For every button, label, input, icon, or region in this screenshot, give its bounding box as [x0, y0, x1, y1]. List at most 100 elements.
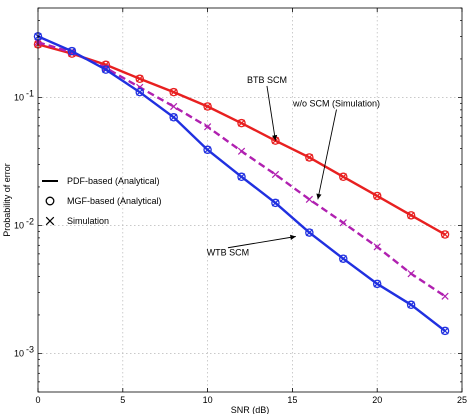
cross-stroke [441, 230, 449, 239]
series-2 [33, 32, 450, 336]
cross-marker [136, 88, 144, 96]
cross-marker [203, 102, 212, 111]
cross-stroke [102, 66, 110, 74]
cross-marker [68, 47, 76, 55]
series-1 [34, 38, 449, 300]
annotation-label: w/o SCM (Simulation) [292, 99, 380, 109]
series-line [37, 41, 446, 298]
y-tick-label: 10 [14, 348, 24, 358]
circle-marker [169, 113, 178, 122]
cross-marker [305, 153, 313, 162]
circle-marker [406, 300, 416, 310]
cross-stroke [203, 146, 212, 154]
legend-label: PDF-based (Analytical) [67, 176, 160, 186]
x-axis-label: SNR (dB) [231, 405, 270, 414]
cross-marker [136, 75, 144, 83]
cross-stroke [373, 280, 381, 288]
x-tick-label: 10 [203, 395, 213, 405]
cross-marker [102, 66, 110, 74]
cross-stroke [339, 173, 347, 181]
arrow-head [316, 193, 322, 200]
cross-stroke [237, 119, 246, 127]
circle-marker [406, 211, 416, 220]
cross-marker [305, 228, 313, 237]
cross-marker [407, 301, 415, 309]
arrow-head [272, 134, 278, 141]
cross-marker [170, 88, 178, 96]
legend-item: MGF-based (Analytical) [45, 196, 162, 206]
cross-stroke [271, 199, 280, 207]
cross-marker [373, 243, 381, 251]
y-tick-exponent: -1 [26, 88, 34, 98]
cross-stroke [339, 255, 347, 263]
cross-stroke [203, 102, 212, 111]
circle-marker [203, 102, 212, 111]
cross-stroke [170, 88, 178, 96]
cross-marker [373, 192, 381, 200]
cross-marker [407, 211, 415, 219]
circle-marker [67, 46, 77, 56]
cross-marker [271, 170, 280, 179]
legend-label: MGF-based (Analytical) [67, 196, 162, 206]
circle-marker [440, 230, 450, 239]
circle-marker [169, 87, 178, 97]
legend: PDF-based (Analytical) MGF-based (Analyti… [42, 176, 162, 226]
cross-marker [237, 147, 246, 155]
cross-marker [339, 255, 347, 263]
annotations: BTB SCM w/o SCM (Simulation) WTB SCM [207, 75, 380, 258]
circle-marker [203, 145, 212, 155]
circle-marker [440, 326, 450, 336]
circle-marker [45, 196, 55, 206]
annotation-label: BTB SCM [247, 75, 287, 85]
cross-stroke [203, 123, 212, 131]
cross-marker [45, 216, 55, 226]
circle-marker [237, 172, 246, 182]
y-tick-label: 10 [14, 220, 24, 230]
cross-stroke [441, 292, 449, 300]
cross-marker [203, 123, 212, 131]
cross-stroke [373, 243, 381, 251]
cross-stroke [407, 270, 415, 278]
cross-stroke [170, 102, 178, 111]
annotation-label: WTB SCM [207, 248, 250, 258]
arrow-head [290, 234, 296, 240]
x-tick-label: 20 [372, 395, 382, 405]
y-axis-label: Probability of error [2, 163, 12, 237]
legend-item: PDF-based (Analytical) [42, 176, 160, 186]
cross-marker [237, 173, 246, 181]
circle-marker [372, 191, 382, 201]
cross-marker [373, 280, 381, 288]
cross-marker [441, 327, 449, 335]
cross-stroke [305, 228, 313, 237]
cross-marker [407, 270, 415, 278]
cross-marker [305, 195, 313, 203]
cross-stroke [305, 195, 313, 203]
cross-marker [237, 119, 246, 127]
cross-marker [170, 113, 178, 121]
cross-stroke [271, 170, 280, 179]
cross-stroke [237, 173, 246, 181]
circle-marker [305, 228, 314, 237]
circle-marker [305, 153, 314, 162]
cross-stroke [68, 47, 76, 55]
annotation-arrow [266, 85, 276, 141]
cross-stroke [339, 219, 347, 227]
circle-marker [271, 198, 280, 208]
circle-marker [372, 279, 382, 289]
cross-stroke [170, 113, 178, 121]
circle-marker [237, 118, 246, 128]
x-tick-label: 5 [120, 395, 125, 405]
series-layer [33, 32, 450, 336]
cross-stroke [407, 211, 415, 219]
cross-marker [441, 292, 449, 300]
legend-item: Simulation [45, 216, 109, 226]
cross-marker [339, 173, 347, 181]
grid [38, 8, 462, 392]
cross-stroke [102, 64, 110, 72]
annotation: BTB SCM [247, 75, 287, 141]
cross-stroke [441, 327, 449, 335]
cross-marker [203, 146, 212, 154]
annotation: w/o SCM (Simulation) [292, 99, 380, 200]
